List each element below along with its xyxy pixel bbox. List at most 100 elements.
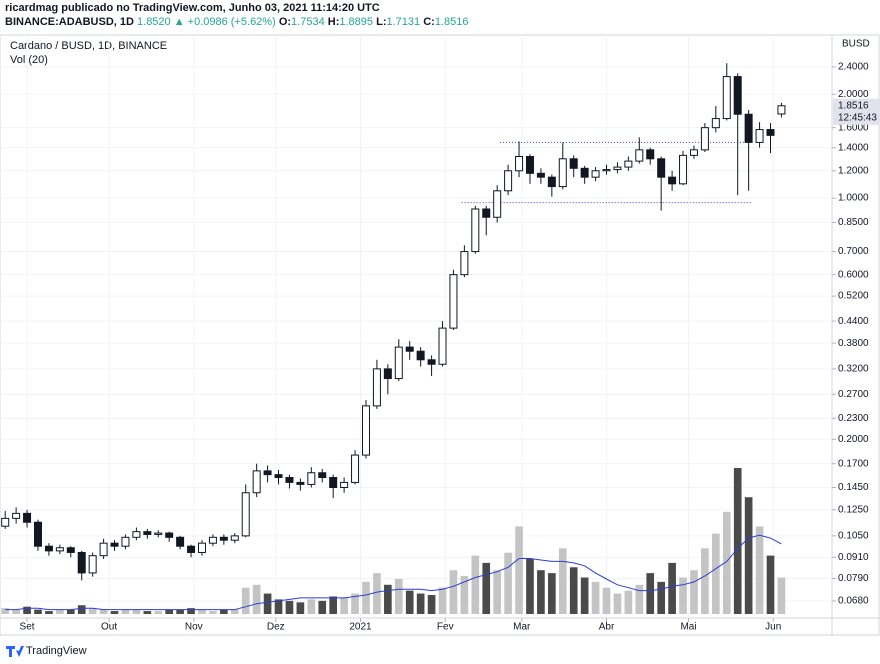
unit-label: BUSD [842,39,870,50]
symbol-line: BINANCE:ADABUSD, 1D 1.8520 ▲ +0.0986 (+5… [5,15,468,29]
volume-bar [285,600,294,614]
volume-bar [187,608,195,614]
volume-ma [5,534,782,611]
volume-bar [241,587,250,614]
candle-body [515,155,524,172]
y-tick-label: 0.3800 [838,338,869,349]
candle-body [121,536,130,547]
y-tick-label: 0.0910 [838,552,869,563]
candle-body [296,481,305,485]
volume-bar [701,548,709,614]
y-tick-label: 2.4000 [838,62,869,73]
volume-bar [230,609,239,614]
chart-title: Cardano / BUSD, 1D, BINANCE [10,40,167,52]
volume-bar [766,555,775,614]
y-tick-label: 0.1250 [838,504,869,515]
y-tick-label: 1.6000 [838,122,869,133]
candle-body [88,555,97,574]
candle-body [176,536,185,547]
volume-bar [66,609,75,614]
frame [0,34,880,636]
candle-body [427,359,436,365]
candle-body [99,542,108,557]
candle-body [143,531,152,535]
volume-label: Vol (20) [10,54,48,66]
volume-bar [274,599,283,614]
volume-bar [668,562,676,614]
candle-body [208,536,217,544]
candle-body [733,76,742,115]
volume-bar [209,611,217,614]
candle-body [580,167,589,178]
volume-bar [712,533,720,614]
header: ricardmag publicado no TradingView.com, … [5,1,468,29]
candle-body [274,474,283,479]
candle-body [329,477,338,488]
volume-bar [558,548,567,614]
volume-bar [77,605,86,614]
candle-body [536,172,545,178]
volume-bar [220,609,228,614]
candle-body [44,545,53,552]
change: ▲ +0.0986 (+5.62%) [173,16,276,28]
candle-body [711,118,720,129]
x-tick-label: Set [20,622,35,633]
volume-bar [449,570,458,614]
x-tick-label: Nov [185,622,203,633]
candle-body [307,472,316,485]
candle-body [318,472,327,479]
volume-bar [12,609,20,614]
candle-body [646,149,655,160]
x-tick-label: Dez [267,622,285,633]
volume-bar [613,593,622,614]
price-tag-value: 1.8516 [838,100,869,111]
logo [6,646,24,657]
candle-body [624,160,633,168]
candle-body [132,531,141,538]
candle-body [525,155,534,174]
brand: TradingView [26,645,87,657]
volume-bar [405,590,414,614]
y-tick-label: 0.3200 [838,364,869,375]
candle-body [547,176,556,188]
volume-bar [373,573,381,614]
y-tick-label: 0.6000 [838,269,869,280]
volume-bar [110,611,119,614]
y-tick-label: 0.5200 [838,291,869,302]
candle-body [504,170,513,192]
candle-body [722,76,731,120]
volume-bar [88,608,97,614]
candle-body [668,176,677,185]
y-tick-label: 0.1050 [838,531,869,542]
candle-body [394,346,403,380]
volume-bar [340,597,348,614]
candle-body [449,274,458,329]
symbol: BINANCE:ADABUSD, 1D [5,16,134,28]
x-tick-label: 2021 [349,622,372,633]
volume-bar [580,577,589,614]
candle-body [471,208,480,253]
y-tick-label: 2.0000 [838,89,869,100]
volume-bar [624,590,633,614]
y-tick-label: 0.1700 [838,458,869,469]
candle-body [1,517,10,527]
candle-body [493,190,502,218]
volume-bar [427,595,436,614]
candle-body [766,129,775,136]
volume-bar [56,609,64,614]
x-tick-label: Abr [599,622,615,633]
y-tick-label: 1.0000 [838,193,869,204]
candle-body [689,149,698,156]
candle-body [12,512,21,519]
volume-bar [23,606,31,614]
open-value: 1.7534 [291,16,325,28]
y-tick-label: 0.7000 [838,246,869,257]
price-tag [833,98,880,125]
last-price: 1.8520 [137,16,171,28]
candle-body [438,327,447,365]
volume-bar [548,573,556,614]
candle-body [591,170,600,178]
candle-body [744,113,753,143]
